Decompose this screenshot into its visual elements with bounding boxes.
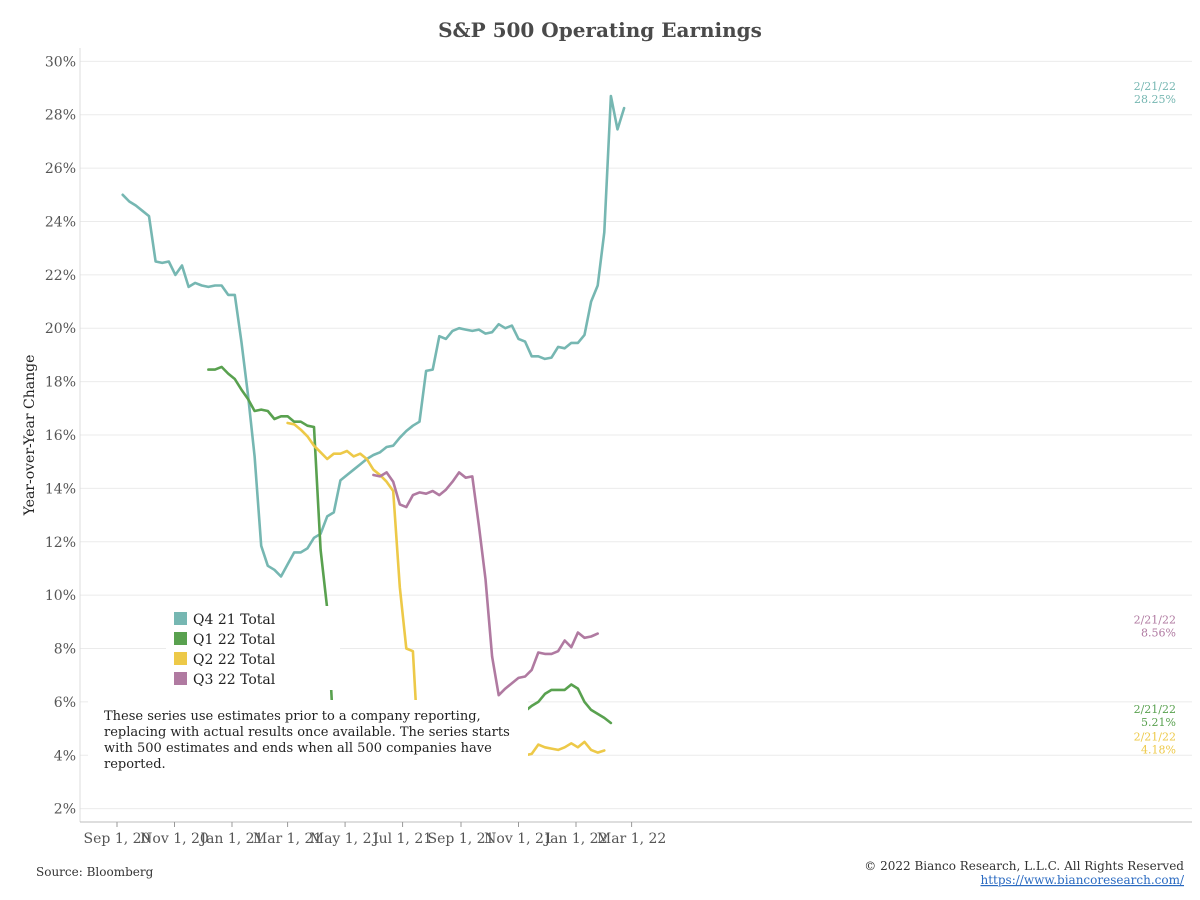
chart-title: S&P 500 Operating Earnings xyxy=(438,18,762,42)
end-labels: 2/21/2228.25%2/21/225.21%2/21/224.18%2/2… xyxy=(1134,80,1176,756)
x-tick-label: Mar 1, 22 xyxy=(597,831,666,847)
y-tick-label: 2% xyxy=(54,802,76,818)
x-tick-label: Sep 1, 21 xyxy=(428,831,495,847)
note-box xyxy=(88,700,528,798)
end-label-value: 28.25% xyxy=(1134,93,1176,106)
legend-item: Q3 22 Total xyxy=(193,672,276,688)
legend-background xyxy=(166,606,340,690)
legend-item: Q2 22 Total xyxy=(193,652,276,668)
x-tick-label: Sep 1, 20 xyxy=(84,831,151,847)
legend-item: Q1 22 Total xyxy=(193,632,276,648)
legend-swatch xyxy=(174,672,187,685)
end-label-date: 2/21/22 xyxy=(1134,703,1176,716)
legend-swatch xyxy=(174,632,187,645)
y-tick-label: 8% xyxy=(54,642,76,658)
legend: Q4 21 Total Q1 22 Total Q2 22 Total Q3 22 T… xyxy=(166,606,340,690)
y-tick-label: 6% xyxy=(54,695,76,711)
x-tick-label: Jan 1, 21 xyxy=(198,831,263,847)
y-tick-label: 24% xyxy=(45,214,76,230)
y-tick-label: 28% xyxy=(45,108,76,124)
end-label-date: 2/21/22 xyxy=(1134,80,1176,93)
y-tick-label: 20% xyxy=(45,321,76,337)
copyright: © 2022 Bianco Research, L.L.C. All Right… xyxy=(864,859,1184,873)
x-tick-label: Jul 1, 21 xyxy=(371,831,432,847)
website-link[interactable]: https://www.biancoresearch.com/ xyxy=(980,873,1184,887)
end-label: 2/21/225.21% xyxy=(1134,703,1176,729)
legend-swatch xyxy=(174,652,187,665)
series-line-q3-22-total xyxy=(372,471,599,697)
legend-item: Q4 21 Total xyxy=(193,612,276,628)
end-label: 2/21/228.56% xyxy=(1134,614,1176,640)
end-label-date: 2/21/22 xyxy=(1134,614,1176,627)
end-label-value: 8.56% xyxy=(1141,627,1176,640)
y-tick-label: 18% xyxy=(45,375,76,391)
y-tick-label: 14% xyxy=(45,481,76,497)
gridlines xyxy=(80,60,1192,810)
x-tick-label: Nov 1, 21 xyxy=(484,831,553,847)
y-tick-label: 22% xyxy=(45,268,76,284)
y-axis: 2% 4% 6% 8% 10% 12% 14% 16% 18% 20% 22% 24% 26% 28% 30… xyxy=(45,48,1192,823)
y-tick-label: 10% xyxy=(45,588,76,604)
y-tick-label: 30% xyxy=(45,54,76,70)
end-label-value: 4.18% xyxy=(1141,743,1176,756)
y-tick-label: 16% xyxy=(45,428,76,444)
note-text: These series use estimates prior to a co… xyxy=(104,709,510,772)
series-line-q4-21-total xyxy=(121,94,626,578)
x-tick-label: Jan 1, 22 xyxy=(542,831,607,847)
y-tick-label: 4% xyxy=(54,748,76,764)
y-tick-label: 26% xyxy=(45,161,76,177)
x-tick-label: Nov 1, 20 xyxy=(140,831,209,847)
end-label-value: 5.21% xyxy=(1141,716,1176,729)
source-note: Source: Bloomberg xyxy=(36,865,154,879)
y-tick-label: 12% xyxy=(45,535,76,551)
y-axis-label: Year-over-Year Change xyxy=(22,355,38,517)
end-label-date: 2/21/22 xyxy=(1134,730,1176,743)
legend-swatch xyxy=(174,612,187,625)
end-label: 2/21/224.18% xyxy=(1134,730,1176,756)
x-tick-label: May 1, 21 xyxy=(310,831,381,847)
x-tick-label: Mar 1, 21 xyxy=(253,831,322,847)
